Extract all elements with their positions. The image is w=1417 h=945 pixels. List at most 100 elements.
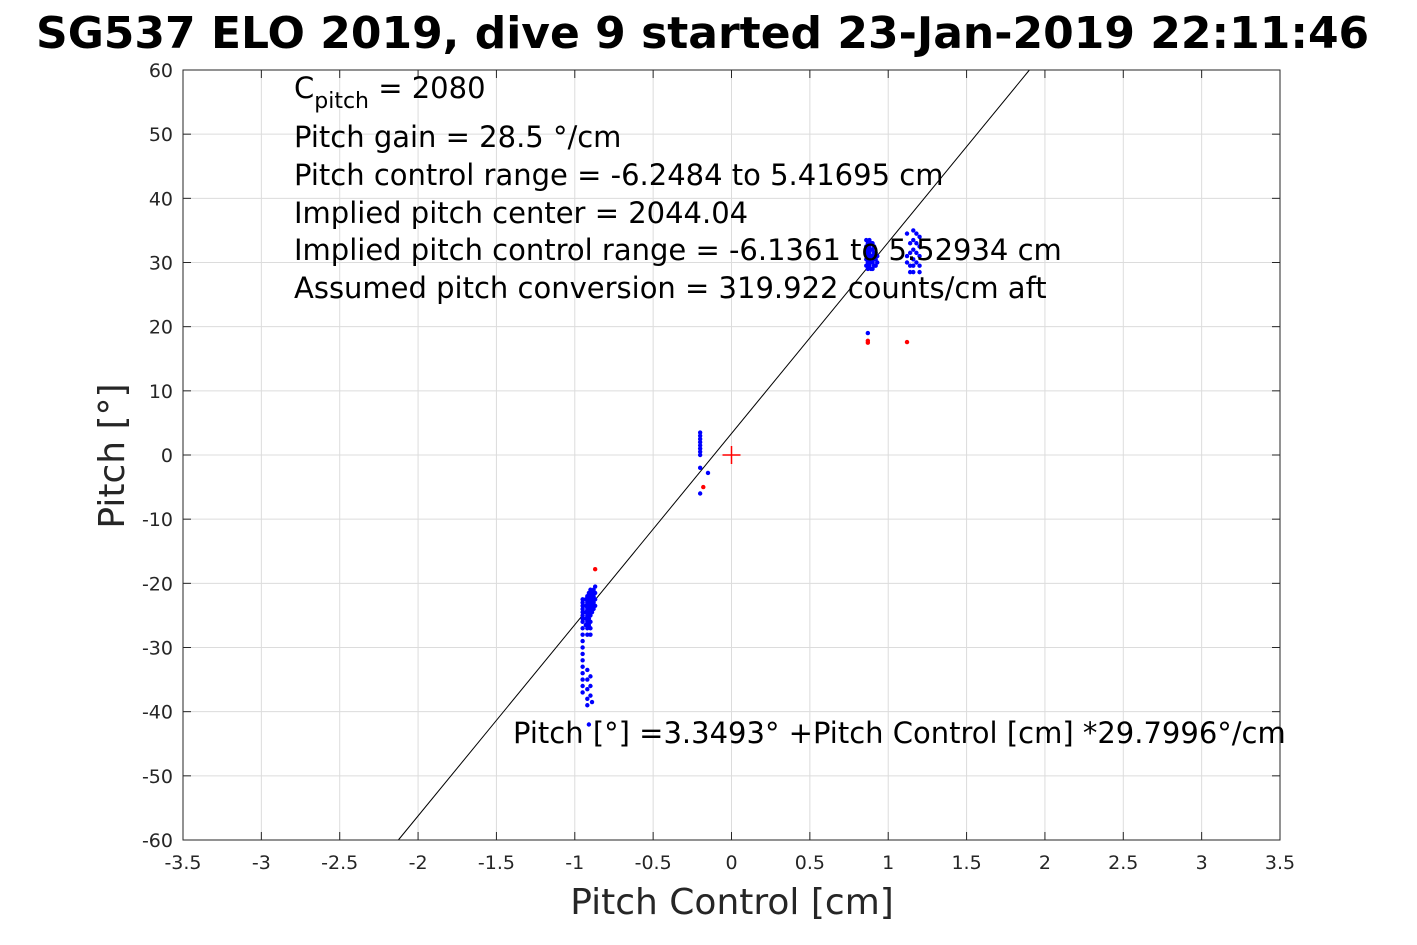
- fit-line-group: [397, 69, 1030, 841]
- x-tick-label: 0.5: [795, 852, 825, 874]
- x-tick-label: -2.5: [321, 852, 358, 874]
- annotation-implied-pitch-control-range: Implied pitch control range = -6.1361 to…: [294, 233, 1062, 267]
- data-point-blue: [914, 250, 919, 256]
- data-point-blue: [580, 600, 585, 605]
- data-point-blue: [592, 590, 598, 596]
- annotation-pitch-gain: Pitch gain = 28.5 °/cm: [294, 120, 621, 154]
- data-point-blue: [580, 603, 585, 608]
- y-tick-label: -10: [142, 509, 173, 531]
- data-point-blue: [914, 260, 919, 265]
- data-point-blue: [911, 247, 916, 252]
- y-tick-label: -60: [142, 830, 173, 852]
- data-point-blue: [580, 638, 585, 644]
- data-point-blue: [580, 610, 585, 615]
- y-tick-label: 50: [149, 124, 173, 146]
- data-point-blue: [907, 241, 913, 246]
- y-tick-label: -40: [142, 702, 173, 724]
- x-tick-label: -3.5: [164, 852, 201, 874]
- data-point-red: [592, 567, 598, 572]
- data-point-blue: [914, 231, 919, 236]
- data-point-blue: [580, 597, 585, 602]
- data-point-blue: [911, 228, 916, 233]
- data-point-blue: [904, 260, 910, 265]
- fit-line: [397, 69, 1030, 841]
- annotation-implied-pitch-center: Implied pitch center = 2044.04: [294, 196, 748, 230]
- data-point-blue: [588, 619, 593, 625]
- center-marker-group: [722, 446, 741, 464]
- data-point-blue: [697, 436, 703, 442]
- data-point-blue: [911, 237, 916, 243]
- data-point-blue: [580, 606, 585, 612]
- y-tick-label: 20: [149, 317, 173, 339]
- annotation-assumed-pitch-conversion: Assumed pitch conversion = 319.922 count…: [294, 271, 1047, 305]
- data-point-blue: [580, 683, 585, 689]
- data-point-blue: [586, 722, 592, 727]
- data-point-blue: [580, 670, 585, 676]
- data-point-blue: [580, 632, 585, 637]
- data-point-blue: [697, 465, 703, 471]
- x-tick-label: 2.5: [1108, 852, 1138, 874]
- data-point-blue: [697, 439, 703, 445]
- data-point-blue: [580, 658, 585, 663]
- x-tick-label: 2: [1039, 852, 1051, 874]
- data-point-blue: [697, 443, 703, 448]
- data-point-blue: [914, 241, 919, 246]
- data-point-blue: [589, 699, 595, 705]
- data-point-blue: [917, 234, 922, 240]
- y-axis-label: Pitch [°]: [92, 383, 133, 528]
- data-point-blue: [697, 452, 703, 458]
- y-tick-label: -30: [142, 638, 173, 660]
- data-point-blue: [697, 433, 703, 438]
- data-point-blue: [585, 632, 590, 637]
- y-tick-labels: -60 -50 -40 -30 -20 -10 0 10 20 30 40 50 60: [142, 60, 173, 852]
- data-point-blue: [697, 446, 703, 451]
- data-point-blue: [580, 626, 585, 631]
- data-point-red: [904, 339, 910, 345]
- data-point-blue: [911, 263, 916, 268]
- annotation-block: Cpitch = 2080 Pitch gain = 28.5 °/cm Pit…: [294, 71, 1286, 750]
- x-tick-label: 1: [882, 852, 894, 874]
- c-pitch-base: C: [294, 71, 314, 105]
- data-point-blue: [705, 470, 711, 476]
- data-point-blue: [911, 257, 916, 262]
- data-point-blue: [697, 430, 703, 435]
- y-tick-label: 40: [149, 188, 173, 210]
- data-point-blue: [911, 269, 916, 275]
- data-point-blue: [917, 263, 922, 268]
- data-point-blue: [585, 687, 590, 692]
- data-point-blue: [580, 651, 585, 657]
- data-point-blue: [904, 231, 910, 236]
- y-tick-label: 10: [149, 381, 173, 403]
- data-point-blue: [907, 263, 913, 268]
- data-point-blue: [592, 603, 598, 608]
- c-pitch-value: = 2080: [369, 71, 486, 105]
- y-tick-label: -50: [142, 766, 173, 788]
- data-point-blue: [588, 693, 593, 698]
- data-point-blue: [580, 619, 585, 625]
- annotation-pitch-control-range: Pitch control range = -6.2484 to 5.41695…: [294, 158, 943, 192]
- x-tick-labels: -3.5 -3 -2.5 -2 -1.5 -1 -0.5 0 0.5 1 1.5 2 2.5 3 3.5: [164, 852, 1295, 874]
- data-point-blue: [585, 667, 590, 673]
- y-tick-label: 0: [161, 445, 173, 467]
- x-tick-label: 3: [1196, 852, 1208, 874]
- data-point-blue: [917, 269, 922, 275]
- x-tick-label: -3: [252, 852, 271, 874]
- data-point-blue: [588, 674, 593, 679]
- data-point-blue: [580, 690, 585, 695]
- c-pitch-subscript: pitch: [314, 89, 369, 114]
- data-point-blue: [580, 616, 585, 621]
- data-point-blue: [580, 645, 585, 650]
- data-point-red: [701, 484, 706, 490]
- fit-equation: Pitch [°] =3.3493° +Pitch Control [cm] *…: [513, 716, 1286, 750]
- annotation-c-pitch: Cpitch = 2080: [294, 71, 486, 114]
- x-tick-label: -0.5: [635, 852, 672, 874]
- data-point-blue: [592, 597, 598, 602]
- data-point-blue: [917, 244, 922, 249]
- y-tick-label: 60: [149, 60, 173, 82]
- data-point-blue: [904, 253, 910, 259]
- data-point-blue: [585, 677, 590, 682]
- axis-ticks: [182, 69, 1281, 841]
- data-point-blue: [585, 703, 590, 708]
- data-point-blue: [697, 491, 703, 496]
